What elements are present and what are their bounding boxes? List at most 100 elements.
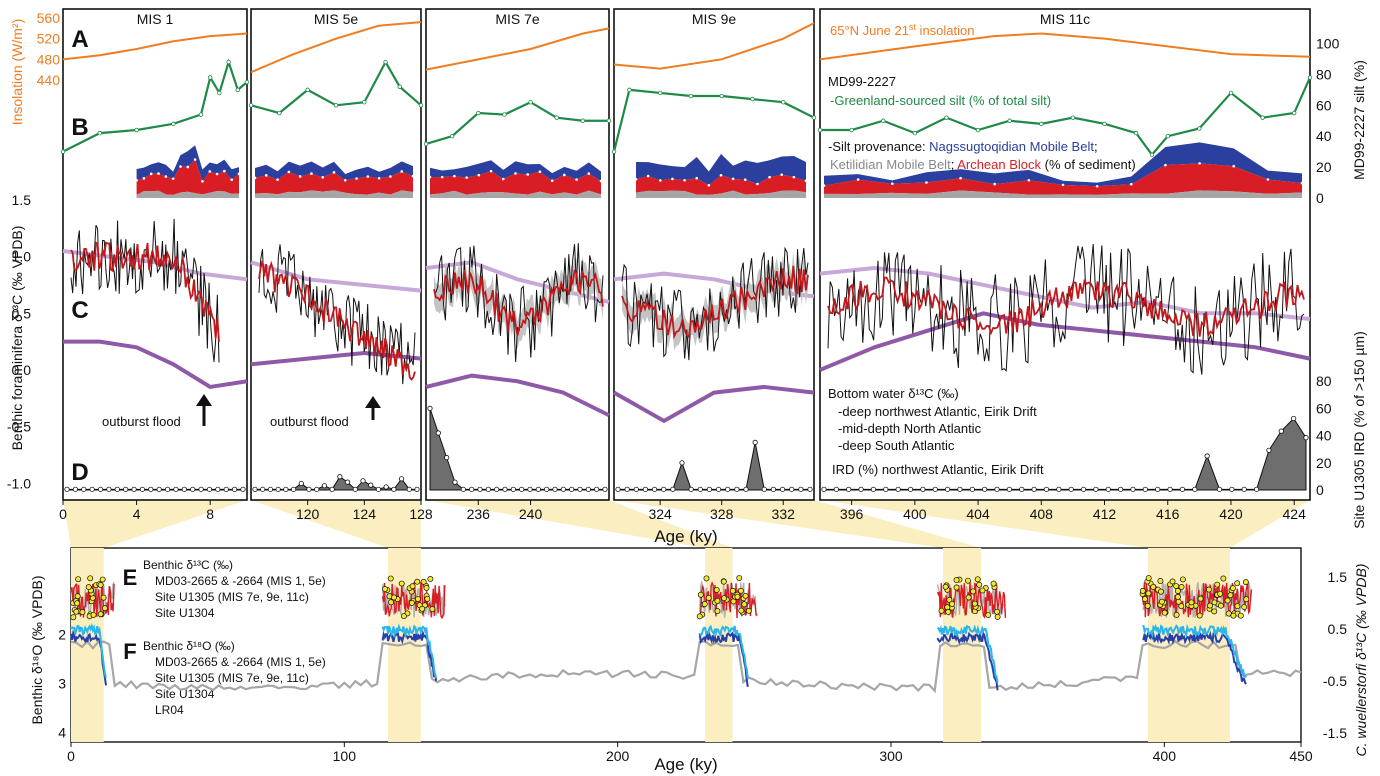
ird-point bbox=[72, 486, 78, 492]
d13c-dot bbox=[729, 587, 736, 594]
d13c-dot bbox=[1178, 584, 1185, 590]
d13c-dot bbox=[1178, 603, 1185, 610]
d13c-dot bbox=[409, 583, 416, 590]
silt-point bbox=[476, 110, 481, 116]
u1305-d18o-line bbox=[70, 622, 107, 678]
d13c-dot bbox=[398, 580, 405, 587]
nagssugtoqidian-area bbox=[255, 161, 413, 181]
provenance-point bbox=[310, 172, 313, 175]
u1305-d18o-line bbox=[381, 623, 438, 679]
d13c-dot bbox=[1230, 585, 1236, 592]
provenance-point bbox=[756, 182, 759, 186]
provenance-point bbox=[477, 173, 481, 177]
bottom-water-item: -mid-depth North Atlantic bbox=[838, 421, 982, 436]
ird-point bbox=[398, 476, 405, 482]
silt-point bbox=[235, 87, 240, 93]
d13c-dot bbox=[74, 593, 81, 600]
insolation-tick-label: 440 bbox=[37, 72, 61, 88]
d13c-dot bbox=[1225, 610, 1232, 617]
panel-frame bbox=[250, 8, 422, 501]
provenance-point bbox=[428, 175, 432, 179]
provenance-point bbox=[925, 181, 928, 184]
highlight-connectors bbox=[63, 500, 1310, 548]
ird-point bbox=[1192, 486, 1198, 492]
d13c-dot bbox=[1179, 576, 1186, 583]
provenance-part: ; bbox=[951, 157, 958, 172]
provenance-point bbox=[215, 172, 219, 176]
d13c-dot bbox=[990, 580, 997, 587]
ird-point bbox=[670, 486, 676, 492]
provenance-point bbox=[780, 173, 784, 176]
ird-tick-label: 60 bbox=[1316, 400, 1332, 416]
provenance-point bbox=[959, 176, 962, 180]
ird-point bbox=[206, 486, 213, 492]
silt-point bbox=[383, 59, 388, 65]
ird-point bbox=[969, 486, 975, 492]
silt-line bbox=[62, 58, 248, 153]
x-tick-label: 8 bbox=[206, 506, 214, 522]
d18o-tick-label: 5 bbox=[58, 774, 66, 776]
ird-point bbox=[452, 479, 458, 485]
ird-point bbox=[932, 486, 938, 492]
d13c-dot bbox=[1241, 604, 1248, 610]
u1305-d18o-line bbox=[1142, 623, 1248, 679]
ird-point bbox=[883, 486, 889, 492]
d13c-dot bbox=[697, 591, 704, 598]
silt-point bbox=[1260, 115, 1265, 120]
ketilidian-area bbox=[824, 190, 1302, 198]
d13c-tick-label: 1.5 bbox=[12, 192, 32, 208]
insolation-line bbox=[819, 32, 1311, 61]
ird-point bbox=[982, 486, 988, 492]
ird-tick-label: 20 bbox=[1316, 455, 1332, 471]
ird-point bbox=[642, 486, 649, 492]
silt-point bbox=[1149, 152, 1155, 157]
d13c-right-tick-label: 1.5 bbox=[1328, 569, 1348, 585]
ird-point bbox=[895, 486, 901, 492]
d13c-dot bbox=[1157, 578, 1164, 584]
d13c-dot bbox=[970, 588, 977, 595]
ird-point bbox=[275, 486, 281, 492]
provenance-point bbox=[440, 175, 444, 179]
south-atlantic-line bbox=[425, 373, 610, 418]
silt-point bbox=[418, 103, 424, 108]
d13c-right-tick-label: 0.5 bbox=[1328, 621, 1348, 637]
ird-point bbox=[798, 486, 804, 492]
provenance-point bbox=[856, 178, 860, 181]
provenance-part: (% of sediment) bbox=[1041, 157, 1136, 172]
x-tick-label: 236 bbox=[467, 506, 491, 522]
ird-title: IRD (%) northwest Atlantic, Eirik Drift bbox=[832, 462, 1044, 477]
insolation-tick-label: 520 bbox=[37, 31, 61, 47]
ird-point bbox=[190, 486, 196, 492]
d13c-dot bbox=[741, 601, 748, 608]
provenance-point bbox=[1129, 182, 1133, 186]
d13c-tick-label: 0.0 bbox=[12, 362, 32, 378]
ird-point bbox=[544, 486, 550, 492]
d18o-axis-label: Benthic δ¹⁸O (‰ VPDB) bbox=[29, 575, 45, 724]
ird-point bbox=[485, 486, 491, 492]
provenance-label: -Silt provenance: Nagssugtoqidian Mobile… bbox=[828, 139, 1098, 154]
silt-point bbox=[333, 103, 339, 108]
d13c-dot bbox=[388, 599, 394, 606]
insolation-line bbox=[425, 27, 610, 71]
d13c-dot bbox=[87, 575, 94, 582]
d13c-dot bbox=[85, 584, 92, 591]
ird-point bbox=[821, 486, 827, 492]
silt-series-label: -Greenland-sourced silt (% of total silt… bbox=[830, 93, 1051, 108]
ird-point bbox=[148, 486, 154, 492]
ird-point bbox=[651, 486, 658, 492]
panel-frame bbox=[613, 8, 815, 501]
d13c-dot bbox=[945, 608, 952, 615]
panel-mis-5e: MIS 5e 120 124 128 bbox=[248, 8, 433, 522]
x-tick-label: 328 bbox=[710, 506, 734, 522]
provenance-point bbox=[223, 169, 226, 173]
x-tick-label: 300 bbox=[879, 748, 903, 764]
south-atlantic-line bbox=[613, 384, 815, 423]
provenance-point bbox=[149, 172, 153, 176]
provenance-point bbox=[179, 165, 182, 168]
d13c-dot bbox=[1214, 581, 1221, 588]
silt-tick-label: 80 bbox=[1316, 66, 1332, 82]
provenance-point bbox=[193, 158, 197, 161]
archean-area bbox=[636, 174, 806, 195]
ird-point bbox=[1142, 486, 1148, 492]
silt-point bbox=[817, 127, 823, 133]
